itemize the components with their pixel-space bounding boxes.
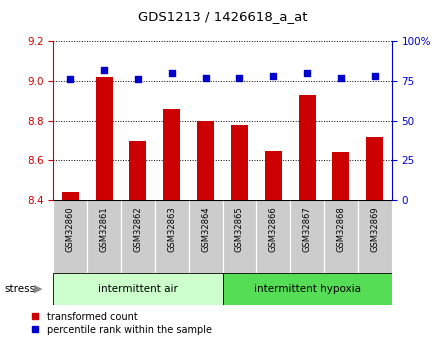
Text: GDS1213 / 1426618_a_at: GDS1213 / 1426618_a_at [138,10,307,23]
Bar [155,200,189,273]
Point [134,77,142,82]
Bar [222,200,256,273]
Text: ▶: ▶ [34,284,42,294]
Bar [62,192,79,200]
Bar [265,150,282,200]
Bar [163,109,180,200]
Point [337,75,344,81]
Text: GSM32866: GSM32866 [269,206,278,252]
Bar [53,200,87,273]
Text: intermittent hypoxia: intermittent hypoxia [254,284,360,294]
Point [101,67,108,73]
Point [270,73,277,79]
Bar [129,141,146,200]
Bar [256,200,290,273]
Point [202,75,209,81]
Bar [53,273,222,305]
Bar [87,200,121,273]
Text: GSM32860: GSM32860 [66,206,75,252]
Bar [290,200,324,273]
Point [236,75,243,81]
Point [303,70,311,76]
Text: intermittent air: intermittent air [98,284,178,294]
Bar [366,137,383,200]
Point [67,77,74,82]
Bar [332,152,349,200]
Bar [358,200,392,273]
Bar [197,121,214,200]
Bar [96,77,113,200]
Point [371,73,378,79]
Bar [231,125,248,200]
Point [168,70,175,76]
Bar [222,273,392,305]
Legend: transformed count, percentile rank within the sample: transformed count, percentile rank withi… [32,312,212,335]
Text: GSM32862: GSM32862 [134,206,142,252]
Text: GSM32868: GSM32868 [336,206,345,252]
Text: GSM32861: GSM32861 [100,206,109,252]
Text: stress: stress [4,284,36,294]
Bar [299,95,316,200]
Bar [121,200,155,273]
Text: GSM32864: GSM32864 [201,206,210,252]
Text: GSM32867: GSM32867 [303,206,312,252]
Text: GSM32865: GSM32865 [235,206,244,252]
Text: GSM32863: GSM32863 [167,206,176,252]
Text: GSM32869: GSM32869 [370,206,379,252]
Bar [324,200,358,273]
Bar [189,200,222,273]
